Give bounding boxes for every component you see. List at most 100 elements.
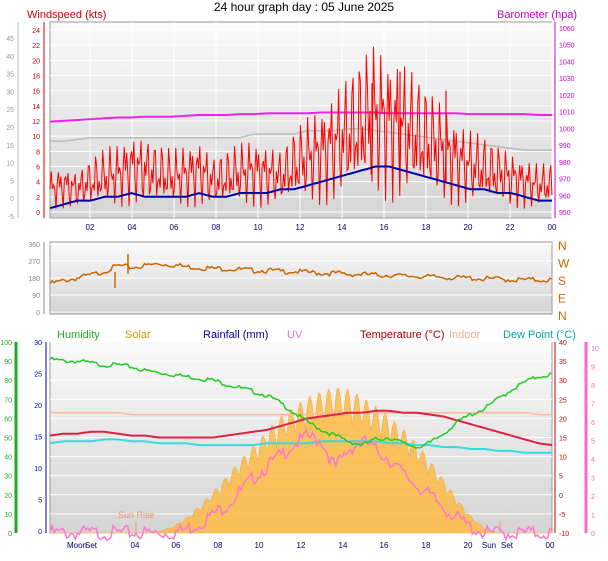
- legend-item: Humidity: [57, 329, 100, 341]
- humidity-tick-label: 100: [0, 340, 12, 347]
- legend-item: Rainfall (mm): [203, 329, 268, 341]
- barometer-tick-label: 950: [559, 210, 571, 217]
- temperature-tick-label: -5: [559, 512, 565, 519]
- barometer-tick-label: 990: [559, 143, 571, 150]
- rain-tick-label: 15: [34, 435, 42, 442]
- series-direction: [49, 262, 553, 285]
- humidity-tick-label: 90: [4, 359, 12, 366]
- barometer-tick-label: 960: [559, 193, 571, 200]
- wind-x-tick-label: 08: [212, 223, 221, 232]
- climate-x-tick-label: 20: [464, 541, 473, 550]
- uv-tick-label: 6: [591, 420, 595, 427]
- wind-outer-tick-label: 30: [6, 89, 14, 96]
- uv-tick-label: 7: [591, 402, 595, 409]
- wind-x-tick-label: 02: [86, 223, 95, 232]
- page-title: 24 hour graph day : 05 June 2025: [213, 0, 395, 14]
- series-wind-average: [49, 165, 552, 210]
- wind-x-tick-label: 20: [464, 223, 473, 232]
- climate-x-tick-label: 04: [131, 541, 140, 550]
- climate-x-tick-label: 18: [422, 541, 431, 550]
- wind-outer-tick-label: 0: [10, 196, 14, 203]
- uv-tick-label: 5: [591, 439, 595, 446]
- wind-outer-tick-label: 45: [6, 36, 14, 43]
- wind-left-tick-label: 12: [32, 119, 40, 126]
- wind-axis-label: Windspeed (kts): [27, 9, 106, 21]
- climate-x-tick-label: Set: [501, 541, 514, 550]
- wind-outer-tick-label: -5: [8, 214, 14, 221]
- uv-tick-label: 2: [591, 494, 595, 501]
- wind-left-tick-label: 6: [36, 165, 40, 172]
- wind-outer-tick-label: 25: [6, 107, 14, 114]
- wind-left-tick-label: 20: [32, 58, 40, 65]
- wind-left-tick-label: 2: [36, 195, 40, 202]
- series-barometer: [49, 111, 552, 123]
- barometer-tick-label: 1030: [559, 76, 575, 83]
- barometer-tick-label: 1050: [559, 43, 575, 50]
- uv-tick-label: 10: [591, 346, 599, 353]
- direction-tick-label: 360: [28, 242, 40, 249]
- temperature-tick-label: 30: [559, 378, 567, 385]
- climate-x-tick-label: 08: [214, 541, 223, 550]
- compass-label: N: [558, 309, 567, 323]
- wind-outer-tick-label: 40: [6, 54, 14, 61]
- series-windspeed: [49, 46, 553, 209]
- temperature-tick-label: -10: [559, 531, 569, 538]
- barometer-tick-label: 980: [559, 160, 571, 167]
- wind-x-tick-label: 22: [506, 223, 515, 232]
- uv-tick-label: 9: [591, 365, 595, 372]
- climate-x-tick-label: 10: [255, 541, 264, 550]
- climate-x-tick-label: 06: [172, 541, 181, 550]
- sun-rise-label: Sun Rise: [118, 510, 155, 520]
- climate-x-tick-label: 12: [297, 541, 306, 550]
- direction-tick-label: 0: [36, 310, 40, 317]
- wind-left-tick-label: 22: [32, 43, 40, 50]
- temperature-tick-label: 25: [559, 397, 567, 404]
- humidity-tick-label: 70: [4, 397, 12, 404]
- wind-left-tick-label: 0: [36, 210, 40, 217]
- barometer-tick-label: 1060: [559, 26, 575, 33]
- rain-tick-label: 0: [38, 529, 42, 536]
- rain-tick-label: 30: [34, 340, 42, 347]
- wind-left-tick-label: 14: [32, 104, 40, 111]
- wind-left-tick-label: 10: [32, 134, 40, 141]
- wind-x-tick-label: 00: [548, 223, 557, 232]
- temperature-tick-label: 20: [559, 416, 567, 423]
- humidity-tick-label: 0: [8, 531, 12, 538]
- series-uv: [49, 428, 553, 542]
- compass-label: N: [558, 239, 567, 253]
- climate-x-tick-label: 00: [546, 541, 555, 550]
- wind-outer-tick-label: 10: [6, 161, 14, 168]
- direction-tick-label: 90: [32, 293, 40, 300]
- wind-x-tick-label: 06: [170, 223, 179, 232]
- humidity-tick-label: 60: [4, 416, 12, 423]
- wind-left-tick-label: 16: [32, 89, 40, 96]
- legend-item: Solar: [125, 329, 151, 341]
- uv-tick-label: 8: [591, 383, 595, 390]
- barometer-tick-label: 1040: [559, 59, 575, 66]
- temperature-tick-label: 10: [559, 455, 567, 462]
- barometer-tick-label: 1020: [559, 93, 575, 100]
- legend-item: UV: [287, 329, 303, 341]
- wind-outer-tick-label: 20: [6, 125, 14, 132]
- wind-left-tick-label: 18: [32, 74, 40, 81]
- barometer-tick-label: 1010: [559, 110, 575, 117]
- wind-x-tick-label: 12: [296, 223, 305, 232]
- rain-tick-label: 20: [34, 403, 42, 410]
- barometer-axis-label: Barometer (hpa): [497, 9, 577, 21]
- direction-tick-label: 270: [28, 259, 40, 266]
- wind-left-tick-label: 24: [32, 28, 40, 35]
- rain-tick-label: 10: [34, 466, 42, 473]
- wind-x-tick-label: 10: [254, 223, 263, 232]
- series-dew-point: [49, 438, 552, 454]
- climate-x-tick-label: 14: [339, 541, 348, 550]
- rain-tick-label: 25: [34, 372, 42, 379]
- series-humidity: [49, 356, 553, 449]
- wind-x-tick-label: 04: [128, 223, 137, 232]
- legend-item: Temperature (°C): [360, 329, 444, 341]
- wind-x-tick-label: 16: [380, 223, 389, 232]
- temperature-tick-label: 0: [559, 493, 563, 500]
- wind-x-tick-label: 18: [422, 223, 431, 232]
- temperature-tick-label: 35: [559, 359, 567, 366]
- wind-outer-tick-label: 35: [6, 72, 14, 79]
